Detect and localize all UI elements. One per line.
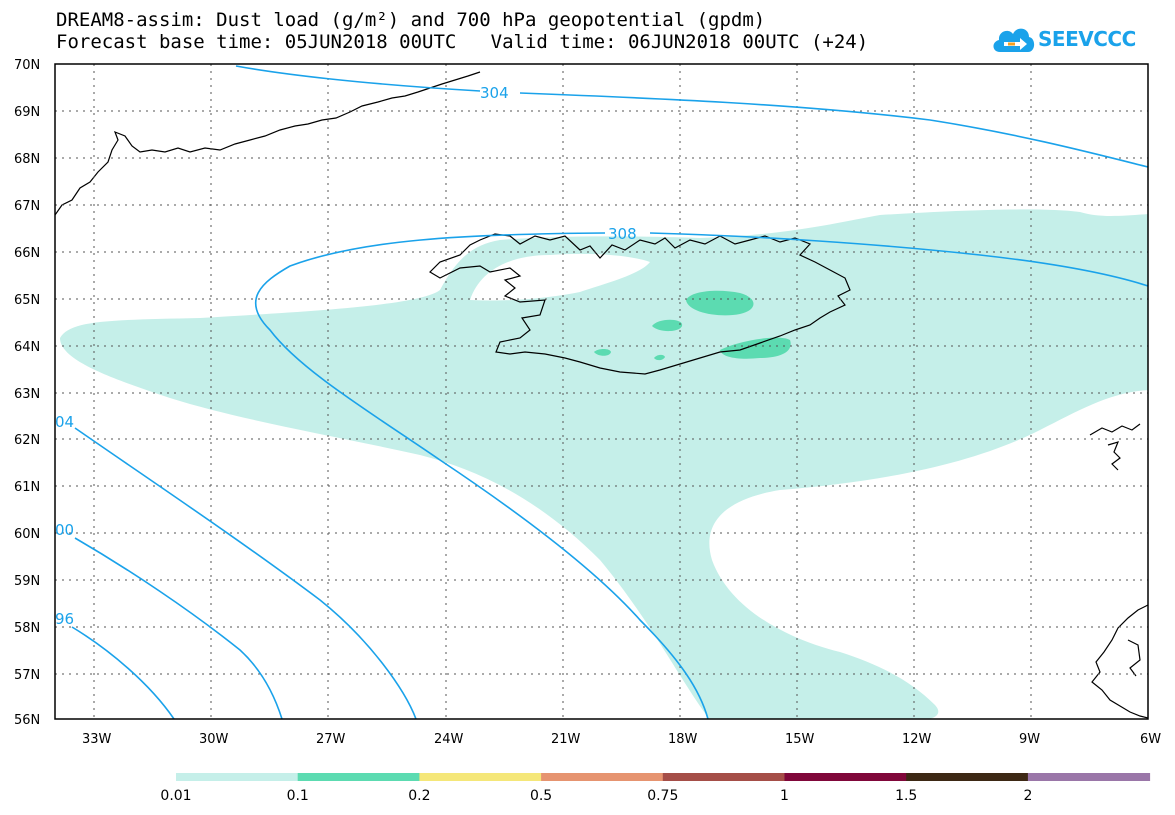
- lat-tick-label: 56N: [14, 713, 40, 728]
- lat-tick-label: 67N: [14, 199, 40, 214]
- lat-tick-label: 60N: [14, 527, 40, 542]
- lat-tick-label: 63N: [14, 387, 40, 402]
- colorbar-swatch: [1027, 773, 1151, 781]
- contour-304-north: [235, 65, 1148, 168]
- lon-tick-label: 12W: [902, 732, 932, 747]
- lat-tick-label: 70N: [14, 58, 40, 73]
- dust-field-0.1-a: [686, 290, 754, 316]
- lon-tick-label: 6W: [1140, 732, 1161, 747]
- lat-tick-label: 59N: [14, 574, 40, 589]
- colorbar-label: 0.2: [408, 788, 430, 804]
- contour-label-296-left: 96: [55, 610, 74, 628]
- contour-308: [254, 232, 1148, 719]
- lon-tick-label: 27W: [316, 732, 346, 747]
- lat-tick-label: 68N: [14, 152, 40, 167]
- colorbar: 0.01 0.1 0.2 0.5 0.75 1 1.5 2: [160, 773, 1151, 804]
- lat-tick-label: 62N: [14, 433, 40, 448]
- map-grid: [55, 64, 1148, 719]
- colorbar-swatch: [297, 773, 420, 781]
- dust-field-0.1-d: [594, 349, 611, 356]
- colorbar-label: 1.5: [895, 788, 917, 804]
- map-subtitle: Forecast base time: 05JUN2018 00UTC Vali…: [56, 31, 869, 53]
- scotland-coastline: [1091, 604, 1148, 719]
- contour-label-304: 304: [480, 84, 509, 102]
- greenland-coastline: [55, 71, 481, 216]
- dust-field-light: [60, 209, 1148, 719]
- lat-tick-label: 61N: [14, 480, 40, 495]
- colorbar-swatch: [176, 773, 299, 781]
- lat-tick-label: 69N: [14, 105, 40, 120]
- colorbar-label: 0.1: [287, 788, 309, 804]
- lon-tick-label: 15W: [785, 732, 815, 747]
- colorbar-swatch: [784, 773, 907, 781]
- colorbar-swatch: [906, 773, 1029, 781]
- colorbar-swatch: [662, 773, 785, 781]
- dust-field-0.1-b: [652, 319, 683, 332]
- map-title: DREAM8-assim: Dust load (g/m²) and 700 h…: [56, 9, 766, 31]
- lon-tick-label: 18W: [668, 732, 698, 747]
- lon-axis: 33W 30W 27W 24W 21W 18W 15W 12W 9W 6W: [82, 732, 1161, 747]
- lon-tick-label: 33W: [82, 732, 112, 747]
- lat-tick-label: 57N: [14, 668, 40, 683]
- lat-tick-label: 65N: [14, 293, 40, 308]
- colorbar-label: 0.75: [647, 788, 678, 804]
- dust-field-0.1-c: [720, 337, 791, 359]
- contour-300: [74, 537, 283, 719]
- contour-296: [71, 626, 175, 719]
- dust-field-0.1-e: [654, 354, 665, 361]
- lon-tick-label: 9W: [1019, 732, 1040, 747]
- lon-tick-label: 21W: [551, 732, 581, 747]
- lon-tick-label: 30W: [199, 732, 229, 747]
- colorbar-label: 0.5: [530, 788, 552, 804]
- colorbar-label: 2: [1023, 788, 1032, 804]
- colorbar-label: 1: [780, 788, 789, 804]
- iceland-coastline: [429, 233, 851, 375]
- colorbar-swatch: [541, 773, 664, 781]
- contour-304-south: [74, 427, 417, 719]
- lon-tick-label: 24W: [434, 732, 464, 747]
- norway-coastline: [1089, 423, 1141, 471]
- colorbar-swatch: [419, 773, 542, 781]
- colorbar-label: 0.01: [160, 788, 191, 804]
- lat-tick-label: 66N: [14, 246, 40, 261]
- lat-tick-label: 58N: [14, 621, 40, 636]
- contour-label-308: 308: [608, 225, 637, 243]
- contour-label-304-left: 04: [55, 413, 74, 431]
- lat-axis: 70N 69N 68N 67N 66N 65N 64N 63N 62N 61N …: [14, 58, 40, 728]
- lat-tick-label: 64N: [14, 340, 40, 355]
- map-frame: [54, 63, 1149, 720]
- seevccc-logo: SEEVCCC: [990, 22, 1136, 56]
- contour-label-300-left: 00: [55, 521, 74, 539]
- cloud-icon: [993, 28, 1035, 52]
- logo-text: SEEVCCC: [1038, 27, 1136, 51]
